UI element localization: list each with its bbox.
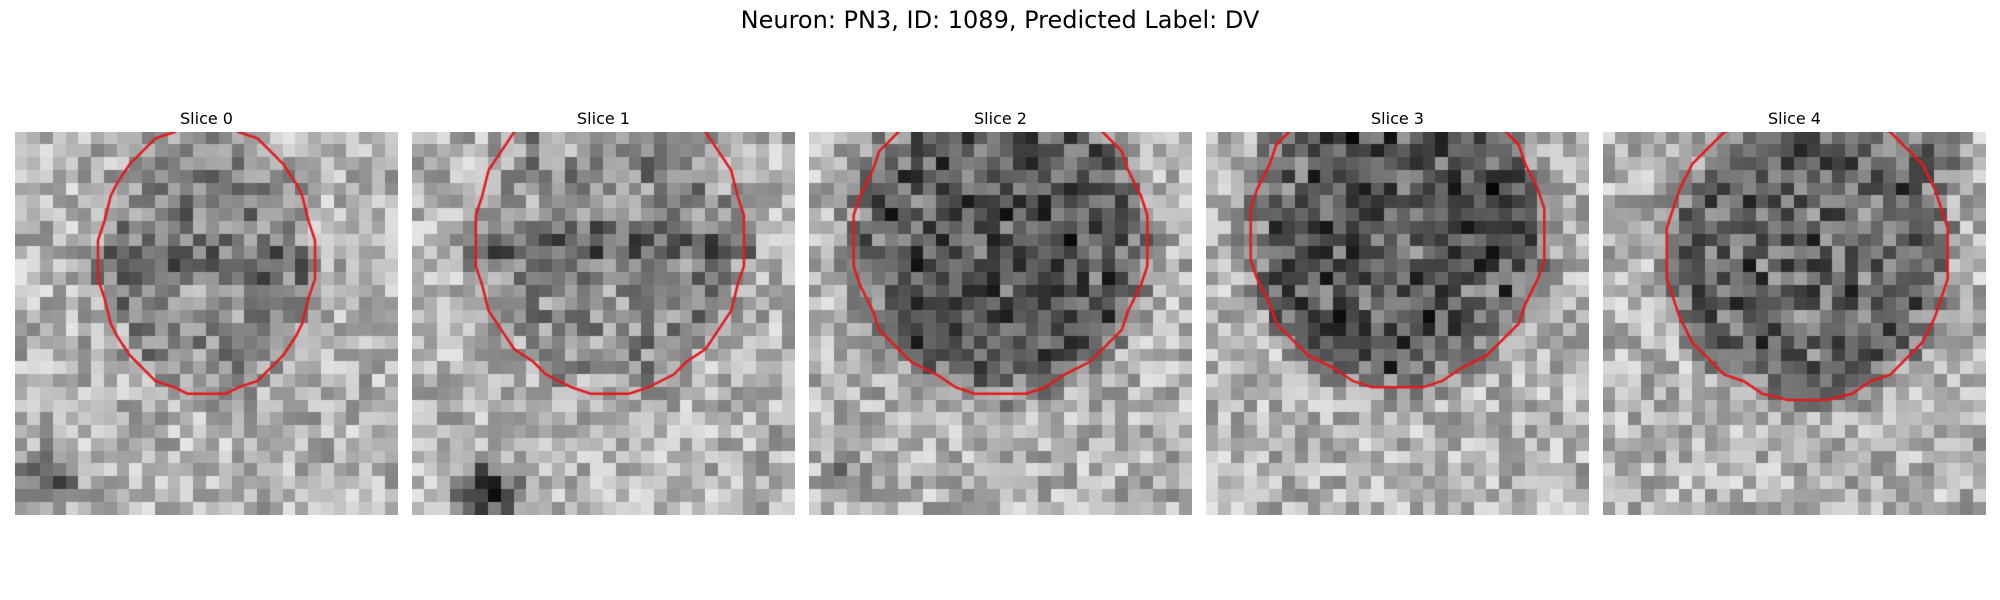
slice-image-1 xyxy=(412,132,795,515)
slice-panel-2: Slice 2 xyxy=(809,106,1192,515)
slice-panel-0: Slice 0 xyxy=(15,106,398,515)
slice-title-4: Slice 4 xyxy=(1768,109,1821,128)
slice-image-0 xyxy=(15,132,398,515)
slice-title-1: Slice 1 xyxy=(577,109,630,128)
slice-title-3: Slice 3 xyxy=(1371,109,1424,128)
slice-image-3 xyxy=(1206,132,1589,515)
slice-title-0: Slice 0 xyxy=(180,109,233,128)
slice-title-2: Slice 2 xyxy=(974,109,1027,128)
slice-panel-3: Slice 3 xyxy=(1206,106,1589,515)
slice-image-2 xyxy=(809,132,1192,515)
slice-panel-1: Slice 1 xyxy=(412,106,795,515)
slice-image-4 xyxy=(1603,132,1986,515)
figure-title: Neuron: PN3, ID: 1089, Predicted Label: … xyxy=(740,6,1260,34)
slice-panel-4: Slice 4 xyxy=(1603,106,1986,515)
